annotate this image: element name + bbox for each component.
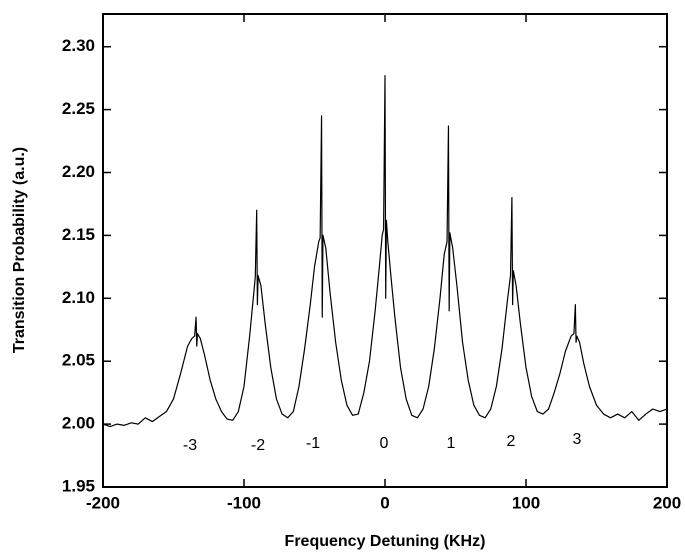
y-tick-label: 2.20 bbox=[62, 162, 95, 181]
x-tick-label: 0 bbox=[380, 493, 389, 512]
data-line bbox=[102, 75, 668, 428]
annotation: 0 bbox=[380, 435, 389, 452]
annotation: -1 bbox=[306, 435, 320, 452]
y-tick-label: 2.25 bbox=[62, 99, 95, 118]
x-tick-label: -100 bbox=[227, 493, 261, 512]
annotation: 1 bbox=[447, 435, 456, 452]
annotation: 3 bbox=[573, 431, 582, 448]
annotation: 2 bbox=[507, 433, 516, 450]
annotation: -2 bbox=[251, 437, 265, 454]
annotation: -3 bbox=[183, 437, 197, 454]
y-axis-label: Transition Probability (a.u.) bbox=[11, 147, 28, 353]
y-tick-label: 2.15 bbox=[62, 225, 95, 244]
y-tick-label: 1.95 bbox=[62, 476, 95, 495]
y-tick-label: 2.10 bbox=[62, 288, 95, 307]
x-axis-label: Frequency Detuning (KHz) bbox=[285, 533, 486, 550]
y-tick-label: 2.05 bbox=[62, 351, 95, 370]
x-tick-label: 100 bbox=[512, 493, 540, 512]
x-tick-label: -200 bbox=[86, 493, 120, 512]
y-tick-label: 2.00 bbox=[62, 414, 95, 433]
x-tick-label: 200 bbox=[653, 493, 681, 512]
y-tick-label: 2.30 bbox=[62, 36, 95, 55]
